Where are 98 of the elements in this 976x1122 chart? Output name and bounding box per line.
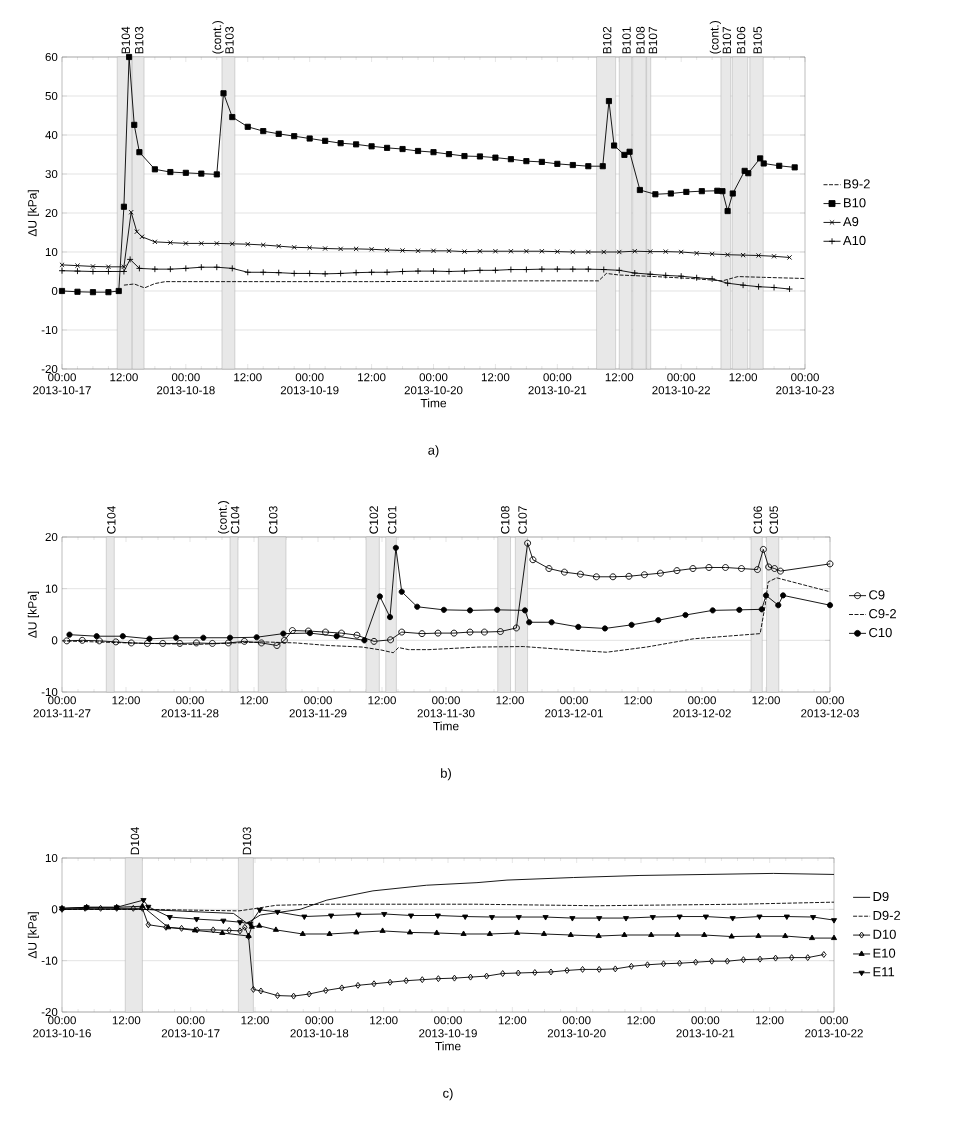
y-tick-label: 0 bbox=[51, 286, 58, 296]
x-tick-label: 00:00 2013-11-27 bbox=[33, 696, 91, 718]
y-tick-label: 10 bbox=[45, 853, 58, 863]
band-label: C104 bbox=[107, 505, 116, 534]
x-tick-label: 00:00 2013-11-29 bbox=[289, 696, 347, 718]
y-tick-label: 10 bbox=[45, 247, 58, 257]
y-tick-label: 40 bbox=[45, 130, 58, 140]
x-tick-label: 12:00 bbox=[110, 373, 138, 382]
band-label: C101 bbox=[387, 506, 397, 534]
band-label: C102 bbox=[369, 506, 378, 534]
band-label: B106 bbox=[736, 26, 746, 54]
x-tick-label: 00:00 2013-11-28 bbox=[161, 696, 219, 718]
legend-label: D10 bbox=[873, 929, 896, 939]
x-tick-label: 12:00 bbox=[240, 696, 268, 705]
y-axis-title: ΔU [kPa] bbox=[27, 591, 39, 638]
x-tick-label: 12:00 bbox=[241, 1016, 269, 1025]
band-label: B107 bbox=[648, 26, 658, 54]
band-label: (cont.) B103 bbox=[212, 21, 234, 54]
band-label: (cont.) B107 bbox=[709, 21, 732, 54]
x-axis-title: Time bbox=[420, 398, 447, 408]
y-tick-label: -10 bbox=[41, 325, 58, 335]
y-tick-label: 0 bbox=[51, 905, 58, 914]
legend-label: D9-2 bbox=[873, 910, 901, 920]
legend-label: C9-2 bbox=[869, 609, 896, 619]
x-tick-label: 12:00 bbox=[627, 1016, 655, 1025]
x-tick-label: 00:00 2013-10-21 bbox=[676, 1016, 735, 1038]
band-label: B102 bbox=[602, 26, 612, 54]
band-label: (cont.) C104 bbox=[217, 501, 240, 534]
band-label: D103 bbox=[242, 827, 252, 855]
x-tick-label: 00:00 2013-12-03 bbox=[801, 696, 859, 718]
x-tick-label: 12:00 bbox=[112, 1016, 141, 1025]
y-tick-label: 0 bbox=[51, 636, 58, 645]
y-tick-label: 20 bbox=[45, 532, 58, 542]
x-tick-label: 00:00 2013-10-17 bbox=[33, 373, 91, 395]
band-label: C106 bbox=[753, 506, 762, 534]
x-tick-label: 12:00 bbox=[481, 373, 510, 382]
legend-label: E10 bbox=[873, 948, 896, 958]
x-tick-label: 00:00 2013-10-19 bbox=[419, 1016, 477, 1038]
y-axis-title: ΔU [kPa] bbox=[27, 912, 39, 959]
band-label: C105 bbox=[769, 506, 778, 534]
band-label: B105 bbox=[753, 26, 762, 54]
legend-label: C10 bbox=[869, 627, 892, 638]
x-tick-label: 00:00 2013-12-02 bbox=[673, 696, 731, 718]
y-tick-label: -20 bbox=[41, 364, 58, 374]
x-axis-title: Time bbox=[433, 721, 459, 731]
y-tick-label: 20 bbox=[45, 208, 58, 218]
x-tick-label: 00:00 2013-12-01 bbox=[545, 696, 603, 718]
x-tick-label: 00:00 2013-10-20 bbox=[547, 1016, 606, 1038]
band-label: C103 bbox=[268, 506, 278, 534]
x-tick-label: 00:00 2013-11-30 bbox=[417, 696, 475, 718]
x-tick-label: 00:00 2013-10-21 bbox=[528, 373, 587, 395]
x-tick-label: 00:00 2013-10-18 bbox=[290, 1016, 349, 1038]
y-tick-label: 10 bbox=[45, 584, 58, 593]
text: c) bbox=[443, 1088, 453, 1101]
legend-label: A9 bbox=[842, 216, 859, 227]
y-tick-label: 30 bbox=[45, 169, 58, 179]
x-tick-label: 00:00 2013-10-23 bbox=[776, 373, 834, 395]
y-tick-label: 50 bbox=[45, 91, 58, 101]
x-tick-label: 12:00 bbox=[112, 696, 140, 705]
x-tick-label: 12:00 bbox=[756, 1016, 784, 1025]
band-label: B108 bbox=[636, 26, 645, 54]
legend-label: C9 bbox=[869, 590, 885, 600]
x-tick-label: 00:00 2013-10-19 bbox=[280, 373, 339, 395]
band-label: D104 bbox=[130, 826, 140, 855]
x-tick-label: 12:00 bbox=[234, 373, 262, 382]
x-tick-label: 12:00 bbox=[368, 696, 396, 705]
x-tick-label: 00:00 2013-10-22 bbox=[652, 373, 710, 395]
x-tick-label: 00:00 2013-10-16 bbox=[33, 1016, 91, 1038]
band-label: B104 bbox=[121, 26, 130, 54]
y-tick-label: -10 bbox=[41, 687, 58, 697]
y-axis-title: ΔU [kPa] bbox=[27, 190, 39, 237]
x-tick-label: 00:00 2013-10-18 bbox=[157, 373, 215, 395]
x-tick-label: 12:00 bbox=[605, 373, 634, 382]
band-label: C108 bbox=[500, 506, 510, 534]
band-label: B103 bbox=[134, 26, 144, 54]
band-label: C107 bbox=[518, 506, 527, 534]
legend-label: A10 bbox=[842, 235, 866, 246]
legend-label: E11 bbox=[873, 967, 895, 977]
x-tick-label: 12:00 bbox=[752, 696, 780, 705]
x-tick-label: 12:00 bbox=[370, 1016, 398, 1025]
x-tick-label: 00:00 2013-10-22 bbox=[805, 1016, 863, 1038]
x-tick-label: 12:00 bbox=[358, 373, 386, 382]
y-tick-label: -20 bbox=[41, 1007, 58, 1017]
x-axis-title: Time bbox=[435, 1041, 461, 1051]
x-tick-label: 12:00 bbox=[498, 1016, 527, 1025]
text: a) bbox=[428, 445, 439, 458]
y-tick-label: -10 bbox=[41, 956, 58, 965]
x-tick-label: 00:00 2013-10-20 bbox=[404, 373, 463, 395]
band-label: B101 bbox=[622, 26, 631, 54]
legend-label: B9-2 bbox=[844, 179, 870, 189]
x-tick-label: 12:00 bbox=[729, 373, 758, 382]
text: b) bbox=[441, 768, 451, 781]
x-tick-label: 12:00 bbox=[496, 696, 524, 705]
legend-label: D9 bbox=[873, 891, 889, 902]
legend-label: B10 bbox=[844, 198, 866, 208]
y-tick-label: 60 bbox=[45, 52, 58, 62]
x-tick-label: 00:00 2013-10-17 bbox=[161, 1016, 220, 1038]
x-tick-label: 12:00 bbox=[624, 696, 652, 705]
